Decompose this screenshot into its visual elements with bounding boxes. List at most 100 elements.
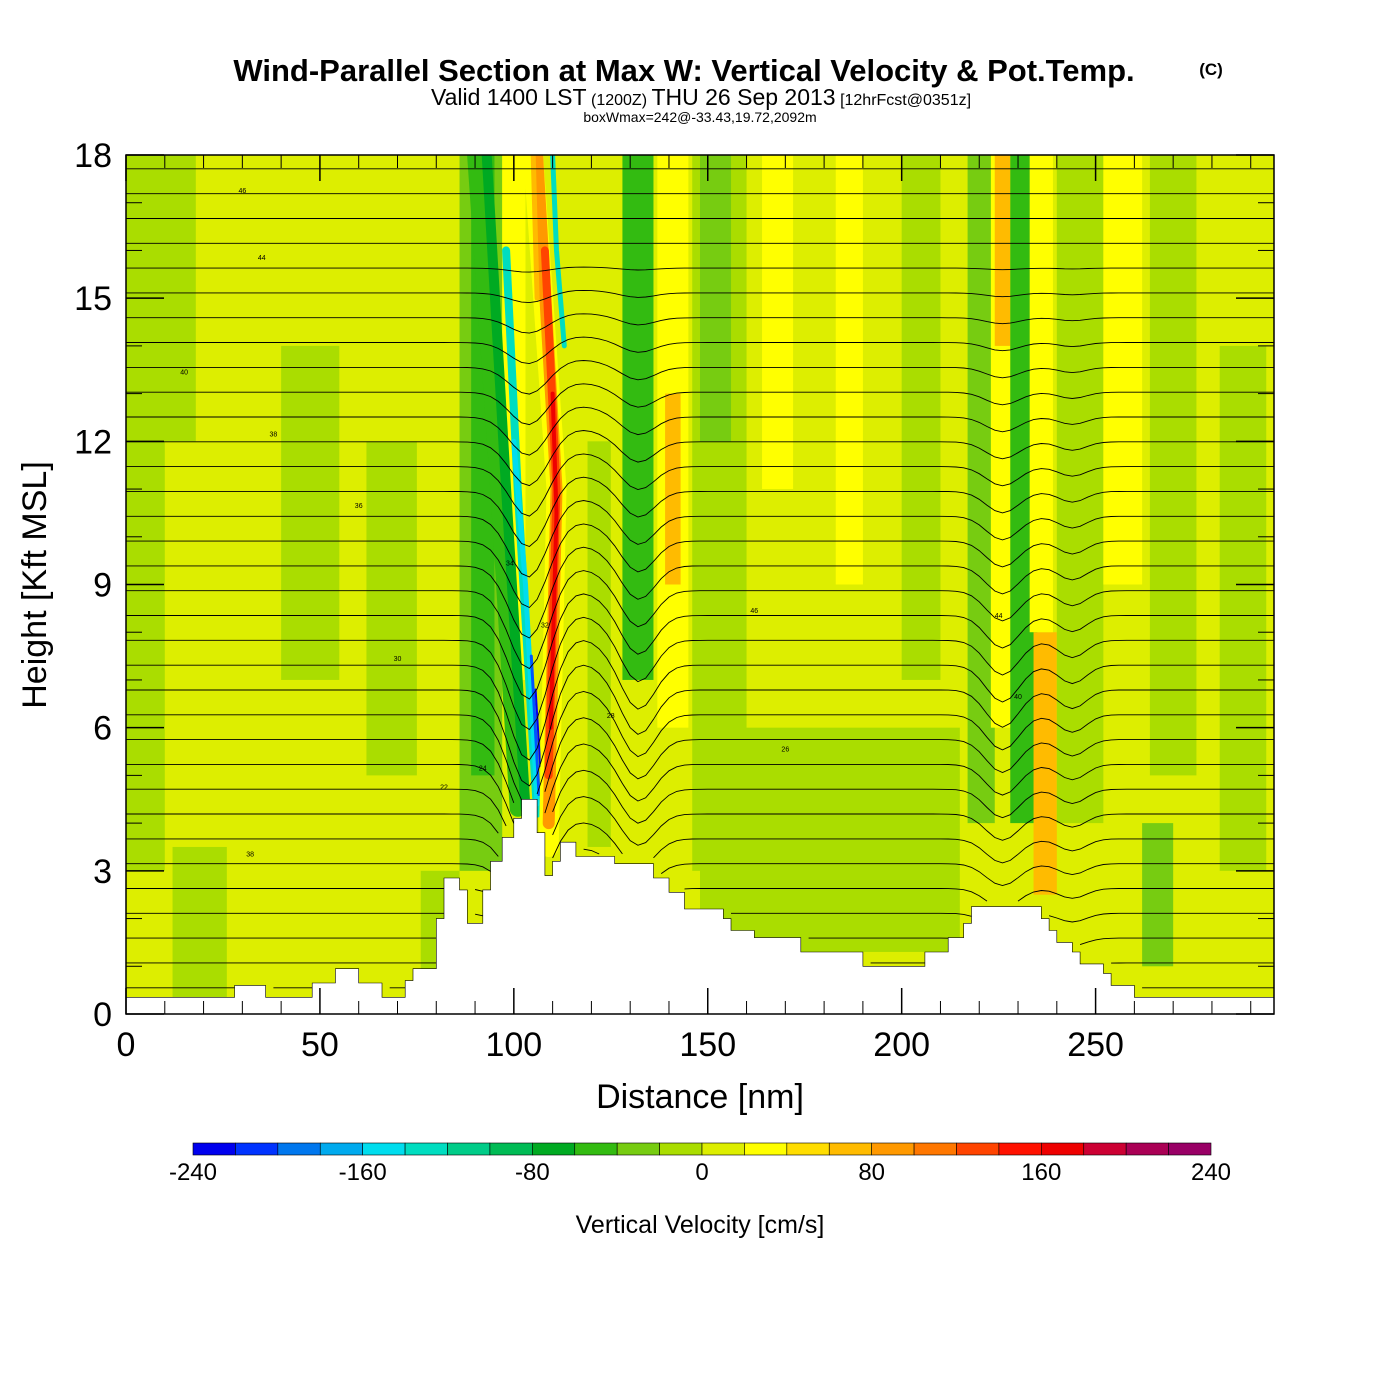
band-green-r9: [1149, 155, 1197, 776]
band-green-m12: [901, 155, 941, 680]
x-tick-label: 50: [301, 1026, 339, 1064]
valid-date: THU 26 Sep 2013: [651, 84, 835, 110]
y-tick-label: 6: [93, 710, 112, 748]
colorbar-swatch: [616, 1142, 660, 1156]
plot-area: 46 44 40 38 36 34 32 30 28 26 24 22 46 44 40 38: [126, 155, 1274, 1014]
x-tick-label: 100: [485, 1026, 542, 1064]
colorbar-swatch: [744, 1142, 788, 1156]
updraft-upper-orange: [530, 155, 540, 301]
updraft-red: [548, 391, 559, 730]
theta-contour: [126, 848, 1274, 886]
theta-contour-label: 46: [238, 188, 246, 195]
colorbar-swatch: [404, 1142, 448, 1156]
theta-contour-label: 36: [355, 503, 363, 510]
theta-contour: [126, 616, 1274, 731]
x-tick-label: 0: [117, 1026, 136, 1064]
theta-contour-label: 40: [1014, 694, 1022, 701]
colorbar-swatch: [1083, 1142, 1127, 1156]
downdraft-outer: [467, 155, 526, 817]
forecast-info: [12hrFcst@0351z]: [840, 92, 971, 109]
theta-contour: [126, 691, 1274, 801]
theta-contours: 46 44 40 38 36 34 32 30 28 26 24 22 46 44 40 38: [126, 168, 1274, 989]
y-tick-label: 18: [74, 137, 112, 175]
colorbar-tick-label: -240: [169, 1159, 217, 1186]
band-yellow-m10: [762, 155, 794, 490]
y-tick-label: 3: [93, 853, 112, 891]
colorbar-label: Vertical Velocity [cm/s]: [576, 1211, 825, 1239]
colorbar-swatch: [489, 1142, 533, 1156]
downdraft-teal-upper: [550, 155, 567, 349]
theta-contour: [126, 476, 1274, 548]
theta-contour-label: 26: [781, 747, 789, 754]
colorbar-swatch: [1125, 1142, 1169, 1156]
band-green-r1: [967, 155, 995, 824]
colorbar-swatch: [956, 1142, 1000, 1156]
colorbar-swatch: [277, 1142, 321, 1156]
band-orange-r3: [994, 155, 1011, 346]
x-tick-label: 250: [1067, 1026, 1124, 1064]
colorbar-tick-label: 0: [695, 1159, 708, 1186]
y-axis-label: Height [Kft MSL]: [16, 461, 54, 709]
band-green-left-2: [281, 345, 340, 680]
theta-contour: [126, 717, 1274, 804]
theta-contour: [126, 822, 1274, 864]
downdraft-cyan: [511, 438, 540, 807]
band-green-left-3: [366, 441, 417, 776]
theta-contour-label: 30: [394, 656, 402, 663]
colorbar-swatch: [1041, 1142, 1085, 1156]
y-tick-label: 15: [74, 280, 112, 318]
colorbar-swatch: [828, 1142, 872, 1156]
colorbar-tick-label: -80: [515, 1159, 550, 1186]
colorbar-tick-label: -160: [339, 1159, 387, 1186]
theta-contour: [126, 546, 1274, 639]
theta-contour: [126, 500, 1274, 578]
terrain-mask: [126, 799, 1274, 1014]
theta-contour-label: 24: [479, 766, 487, 773]
theta-contour: [126, 796, 1274, 846]
theta-contour-label: 32: [541, 622, 549, 629]
theta-contour: [126, 406, 1274, 456]
band-yellow-r8: [1103, 155, 1143, 585]
theta-contour-label: 38: [246, 852, 254, 859]
colorbar-swatch: [574, 1142, 618, 1156]
band-orange-m7: [665, 393, 681, 585]
theta-contour: [126, 664, 1274, 787]
theta-contour-label: 40: [180, 370, 188, 377]
y-tick-label: 12: [74, 423, 112, 461]
theta-contour: [126, 453, 1274, 517]
copyright-mark: (C): [1199, 60, 1223, 79]
utc-time: (1200Z): [591, 92, 647, 109]
theta-contour: [126, 888, 1274, 902]
theta-contour-label: 46: [750, 608, 758, 615]
downdraft-deep-blue: [534, 688, 542, 767]
band-green-r7: [1056, 155, 1104, 824]
theta-contour-label: 28: [607, 713, 615, 720]
y-tick-label: 9: [93, 567, 112, 605]
theta-contour: [126, 912, 1274, 923]
theta-contour-label: 38: [269, 432, 277, 439]
colorbar-swatch: [701, 1142, 745, 1156]
theta-contour: [126, 743, 1274, 824]
x-tick-label: 150: [679, 1026, 736, 1064]
box-wmax-info: boxWmax=242@-33.43,19.72,2092m: [583, 109, 816, 125]
band-green-low1: [172, 846, 227, 1000]
colorbar-swatch: [235, 1142, 279, 1156]
chart-title: Wind-Parallel Section at Max W: Vertical…: [233, 53, 1134, 88]
y-tick-label: 0: [93, 996, 112, 1034]
band-green-r10: [1219, 345, 1267, 871]
colorbar-tick-label: 160: [1021, 1159, 1061, 1186]
x-tick-label: 200: [873, 1026, 930, 1064]
colorbar-swatch: [998, 1142, 1042, 1156]
colorbar-swatch: [192, 1142, 236, 1156]
x-axis-label: Distance [nm]: [596, 1078, 804, 1116]
colorbar-swatch: [913, 1142, 957, 1156]
theta-contour: [126, 570, 1274, 670]
colorbar: -240 -160 -80 0 80 160 240: [169, 1142, 1231, 1186]
colorbar-swatch: [871, 1142, 915, 1156]
valid-time: Valid 1400 LST: [431, 84, 587, 110]
colorbar-tick-label: 240: [1191, 1159, 1231, 1186]
theta-contour-label: 22: [440, 785, 448, 792]
band-yellow-m13: [835, 155, 863, 585]
